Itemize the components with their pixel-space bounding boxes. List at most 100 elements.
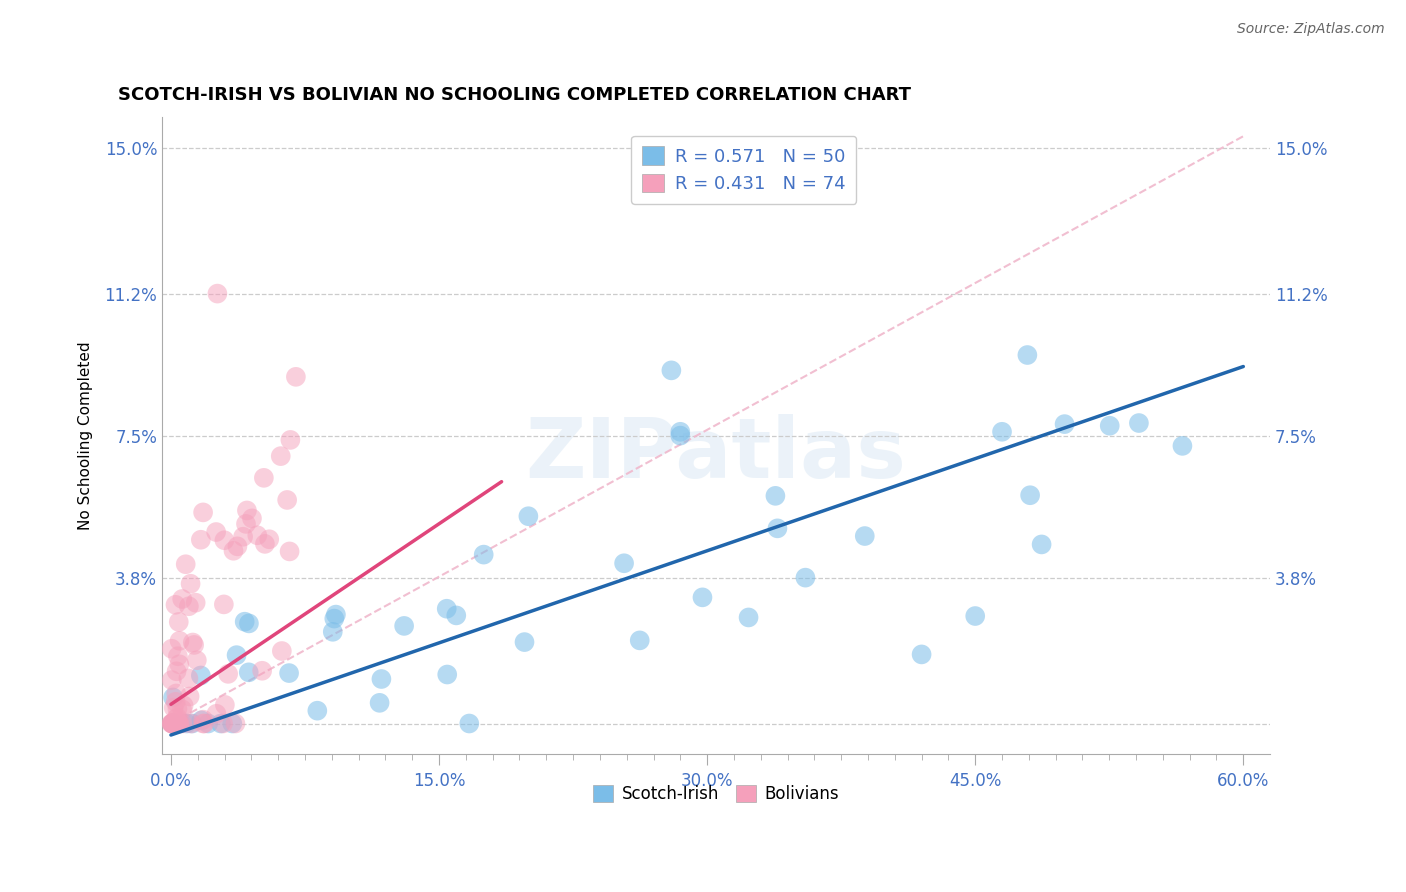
Point	[232, 530, 254, 544]
Point	[236, 503, 259, 517]
Point	[472, 548, 495, 562]
Point	[692, 591, 714, 605]
Point	[172, 716, 194, 731]
Point	[181, 716, 204, 731]
Point	[190, 714, 212, 728]
Point	[238, 616, 260, 631]
Point	[669, 428, 692, 442]
Y-axis label: No Schooling Completed: No Schooling Completed	[79, 342, 93, 530]
Point	[226, 539, 249, 553]
Point	[162, 716, 184, 731]
Point	[209, 716, 232, 731]
Point	[160, 716, 183, 731]
Point	[177, 599, 200, 614]
Point	[160, 673, 183, 687]
Point	[169, 716, 191, 731]
Point	[191, 716, 214, 731]
Point	[162, 690, 184, 705]
Point	[162, 716, 184, 731]
Point	[257, 533, 280, 547]
Legend: Scotch-Irish, Bolivians: Scotch-Irish, Bolivians	[586, 778, 845, 810]
Point	[212, 598, 235, 612]
Point	[166, 702, 188, 716]
Point	[207, 286, 229, 301]
Point	[436, 601, 458, 615]
Point	[246, 528, 269, 542]
Point	[190, 668, 212, 682]
Point	[176, 716, 198, 731]
Text: ZIPatlas: ZIPatlas	[526, 414, 907, 495]
Point	[322, 624, 344, 639]
Point	[763, 489, 786, 503]
Point	[221, 716, 243, 731]
Point	[280, 433, 302, 447]
Point	[325, 607, 347, 622]
Point	[191, 505, 214, 519]
Point	[661, 363, 683, 377]
Point	[181, 635, 204, 649]
Point	[458, 716, 481, 731]
Point	[165, 712, 187, 726]
Point	[163, 700, 186, 714]
Point	[224, 716, 246, 731]
Point	[1031, 537, 1053, 551]
Point	[167, 615, 190, 629]
Point	[166, 665, 188, 679]
Point	[170, 702, 193, 716]
Point	[167, 716, 190, 731]
Point	[205, 524, 228, 539]
Point	[163, 715, 186, 730]
Point	[160, 641, 183, 656]
Point	[184, 596, 207, 610]
Point	[278, 544, 301, 558]
Point	[737, 610, 759, 624]
Point	[910, 648, 932, 662]
Point	[628, 633, 651, 648]
Point	[180, 716, 202, 731]
Point	[197, 716, 219, 731]
Point	[853, 529, 876, 543]
Point	[212, 716, 235, 731]
Point	[162, 716, 184, 731]
Point	[253, 471, 276, 485]
Point	[1128, 416, 1150, 430]
Point	[179, 690, 201, 704]
Text: Source: ZipAtlas.com: Source: ZipAtlas.com	[1237, 22, 1385, 37]
Point	[766, 521, 789, 535]
Point	[165, 598, 187, 612]
Point	[370, 672, 392, 686]
Point	[162, 716, 184, 731]
Point	[177, 672, 200, 686]
Point	[169, 633, 191, 648]
Point	[392, 619, 415, 633]
Point	[205, 706, 228, 721]
Point	[222, 543, 245, 558]
Point	[214, 533, 236, 548]
Point	[172, 592, 194, 607]
Point	[167, 649, 190, 664]
Text: SCOTCH-IRISH VS BOLIVIAN NO SCHOOLING COMPLETED CORRELATION CHART: SCOTCH-IRISH VS BOLIVIAN NO SCHOOLING CO…	[118, 87, 911, 104]
Point	[183, 638, 205, 652]
Point	[1171, 439, 1194, 453]
Point	[240, 511, 263, 525]
Point	[165, 716, 187, 731]
Point	[235, 516, 257, 531]
Point	[613, 556, 636, 570]
Point	[174, 558, 197, 572]
Point	[307, 704, 329, 718]
Point	[368, 696, 391, 710]
Point	[1019, 488, 1042, 502]
Point	[1098, 418, 1121, 433]
Point	[160, 716, 183, 731]
Point	[323, 611, 346, 625]
Point	[173, 698, 195, 713]
Point	[253, 537, 276, 551]
Point	[214, 698, 236, 712]
Point	[160, 716, 183, 731]
Point	[166, 710, 188, 724]
Point	[186, 653, 208, 667]
Point	[225, 648, 247, 662]
Point	[165, 695, 187, 709]
Point	[165, 686, 187, 700]
Point	[1053, 417, 1076, 431]
